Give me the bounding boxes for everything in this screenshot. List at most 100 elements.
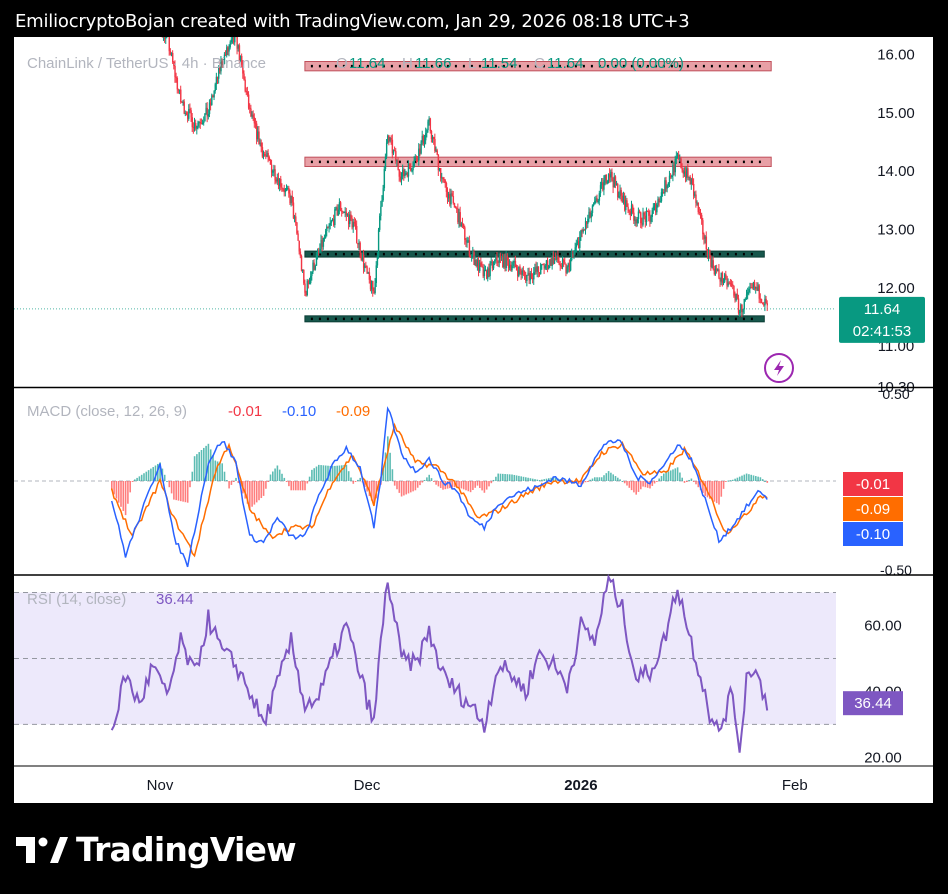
candle-body bbox=[675, 156, 678, 159]
candle bbox=[624, 192, 626, 212]
candle bbox=[311, 271, 313, 281]
candle-body bbox=[458, 212, 460, 223]
candle bbox=[244, 76, 246, 93]
candle-body bbox=[693, 183, 695, 196]
macd-hist-bar bbox=[249, 481, 251, 509]
macd-hist-bar bbox=[343, 465, 345, 481]
candle-body bbox=[330, 220, 333, 223]
candle bbox=[310, 271, 312, 285]
candle bbox=[253, 113, 256, 128]
candle bbox=[492, 261, 495, 270]
candle-body bbox=[762, 303, 764, 305]
candle-body bbox=[173, 62, 175, 66]
candle bbox=[615, 180, 618, 186]
candle-body bbox=[366, 266, 368, 274]
candle bbox=[337, 204, 340, 217]
macd-hist-bar bbox=[513, 474, 516, 481]
candle bbox=[203, 116, 205, 126]
candle bbox=[628, 209, 630, 216]
macd-hist-bar bbox=[697, 481, 700, 488]
candle bbox=[218, 65, 220, 84]
candle-body bbox=[398, 169, 400, 177]
candle bbox=[221, 58, 223, 68]
candle bbox=[441, 172, 443, 184]
candle-body bbox=[249, 107, 251, 109]
candle-body bbox=[730, 283, 733, 285]
candle bbox=[219, 62, 221, 74]
candle bbox=[352, 218, 354, 233]
macd-hist-bar bbox=[193, 456, 196, 481]
candle-body bbox=[307, 280, 310, 285]
candle bbox=[205, 102, 207, 115]
macd-hist-bar bbox=[117, 481, 120, 503]
candle-body bbox=[314, 265, 317, 270]
ohlc-value: 11.64 bbox=[349, 55, 385, 72]
macd-hist-bar bbox=[255, 481, 258, 503]
macd-hist-bar bbox=[587, 481, 589, 482]
macd-hist-bar bbox=[596, 477, 598, 481]
candle-body bbox=[765, 298, 767, 304]
candle bbox=[238, 43, 241, 64]
candle bbox=[581, 228, 583, 238]
candle-body bbox=[597, 200, 599, 203]
candle bbox=[257, 126, 259, 142]
candle-body bbox=[716, 268, 718, 271]
candle bbox=[750, 282, 752, 289]
candle bbox=[204, 113, 206, 122]
macd-hist-bar bbox=[674, 468, 677, 481]
candle-body bbox=[325, 230, 327, 238]
candle bbox=[684, 166, 687, 183]
candle-body bbox=[463, 224, 465, 228]
candle-body bbox=[354, 223, 357, 227]
candle-body bbox=[196, 126, 198, 129]
candle bbox=[592, 202, 595, 207]
candle bbox=[425, 127, 427, 145]
candle bbox=[660, 188, 663, 203]
macd-hist-bar bbox=[166, 481, 168, 482]
candle-body bbox=[448, 193, 450, 199]
candle-body bbox=[368, 272, 371, 280]
candle bbox=[471, 253, 473, 262]
candle-body bbox=[649, 215, 651, 222]
macd-y-axis: 0.50 -0.50 bbox=[880, 386, 912, 578]
candle bbox=[374, 278, 376, 295]
macd-hist-bar bbox=[281, 473, 283, 481]
chart-frame[interactable]: ChainLink / TetherUS · 4h · Binance O 11.6… bbox=[14, 37, 933, 803]
candle-body bbox=[437, 154, 440, 171]
candle bbox=[196, 125, 198, 135]
macd-hist-bar bbox=[306, 481, 309, 484]
macd-hist-bar bbox=[274, 468, 276, 481]
candle bbox=[306, 278, 308, 297]
candle-body bbox=[169, 51, 172, 55]
y-tick-label: 20.00 bbox=[864, 749, 902, 766]
candle bbox=[756, 282, 758, 291]
candle-body bbox=[246, 92, 249, 95]
candle-body bbox=[221, 61, 223, 65]
macd-hist-bar bbox=[518, 475, 520, 481]
macd-hist-bar bbox=[115, 481, 118, 499]
candle-body bbox=[376, 256, 379, 266]
candle-body bbox=[459, 212, 461, 227]
chart-canvas[interactable]: ChainLink / TetherUS · 4h · Binance O 11.6… bbox=[14, 37, 933, 803]
candle-body bbox=[711, 260, 713, 268]
macd-hist-bar bbox=[683, 481, 686, 483]
last-price-label: 11.64 02:41:53 bbox=[839, 296, 925, 343]
candle bbox=[556, 255, 558, 263]
candle bbox=[567, 262, 570, 273]
candle bbox=[607, 173, 610, 184]
candle bbox=[190, 107, 192, 122]
candle bbox=[362, 249, 365, 274]
candle-body bbox=[667, 183, 670, 186]
candle-body bbox=[575, 243, 578, 248]
macd-hist-bar bbox=[623, 481, 626, 484]
candle-body bbox=[749, 287, 751, 289]
candle-body bbox=[506, 255, 509, 261]
candle bbox=[361, 252, 364, 262]
macd-hist-bar bbox=[177, 481, 180, 501]
candle bbox=[636, 216, 639, 227]
candle-body bbox=[756, 287, 758, 291]
candle bbox=[453, 202, 456, 208]
macd-hist-bar bbox=[485, 481, 488, 490]
macd-hist-bar bbox=[766, 481, 769, 483]
candle bbox=[505, 250, 507, 272]
